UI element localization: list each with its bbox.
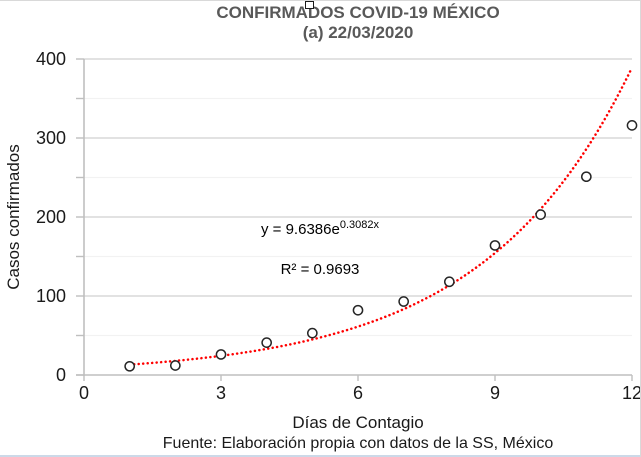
data-point[interactable] <box>535 209 547 220</box>
y-tick-label: 300 <box>36 128 66 148</box>
y-tick-label: 200 <box>36 207 66 227</box>
y-tick-label: 100 <box>36 286 66 306</box>
trendline-r-squared[interactable]: R² = 0.9693 <box>280 261 360 278</box>
minor-gridlines <box>84 97 632 337</box>
data-point[interactable] <box>306 327 318 339</box>
source-caption: Fuente: Elaboración propia con datos de … <box>162 435 554 452</box>
chart-title-line1: CONFIRMADOS COVID-19 MÉXICO <box>216 3 500 22</box>
y-tick-label: 0 <box>56 365 66 385</box>
y-tick-label: 400 <box>36 49 66 69</box>
data-point[interactable] <box>580 171 592 183</box>
tick-labels: 0 100 200 300 400 0 3 6 9 12 <box>36 49 641 403</box>
y-axis-title[interactable]: Casos confirmados <box>4 144 23 290</box>
chart-title[interactable]: CONFIRMADOS COVID-19 MÉXICO (a) 22/03/20… <box>84 3 632 43</box>
data-point[interactable] <box>124 360 136 372</box>
x-tick-label: 6 <box>353 383 363 403</box>
data-point[interactable] <box>443 276 455 288</box>
data-point[interactable] <box>215 349 227 360</box>
trendline-equation[interactable]: y = 9.6386e0.3082x <box>235 219 405 238</box>
trendline[interactable] <box>128 66 634 366</box>
data-point[interactable] <box>398 296 410 307</box>
x-tick-label: 3 <box>216 383 226 403</box>
x-tick-label: 12 <box>622 383 641 403</box>
data-point[interactable] <box>261 337 273 348</box>
selection-handle-artifact <box>305 1 314 9</box>
equation-base: y = 9.6386e <box>261 221 340 238</box>
data-point[interactable] <box>626 120 638 131</box>
x-axis-title[interactable]: Días de Contagio <box>292 413 424 432</box>
data-point[interactable] <box>352 304 364 316</box>
chart-title-line2: (a) 22/03/2020 <box>302 23 414 42</box>
equation-exponent: 0.3082x <box>339 219 379 231</box>
data-point[interactable] <box>169 360 181 371</box>
data-point[interactable] <box>489 240 501 251</box>
axis-ticks <box>76 58 633 381</box>
bottom-divider <box>0 455 640 457</box>
x-tick-label: 9 <box>490 383 500 403</box>
x-tick-label: 0 <box>79 383 89 403</box>
data-series[interactable] <box>124 120 638 372</box>
